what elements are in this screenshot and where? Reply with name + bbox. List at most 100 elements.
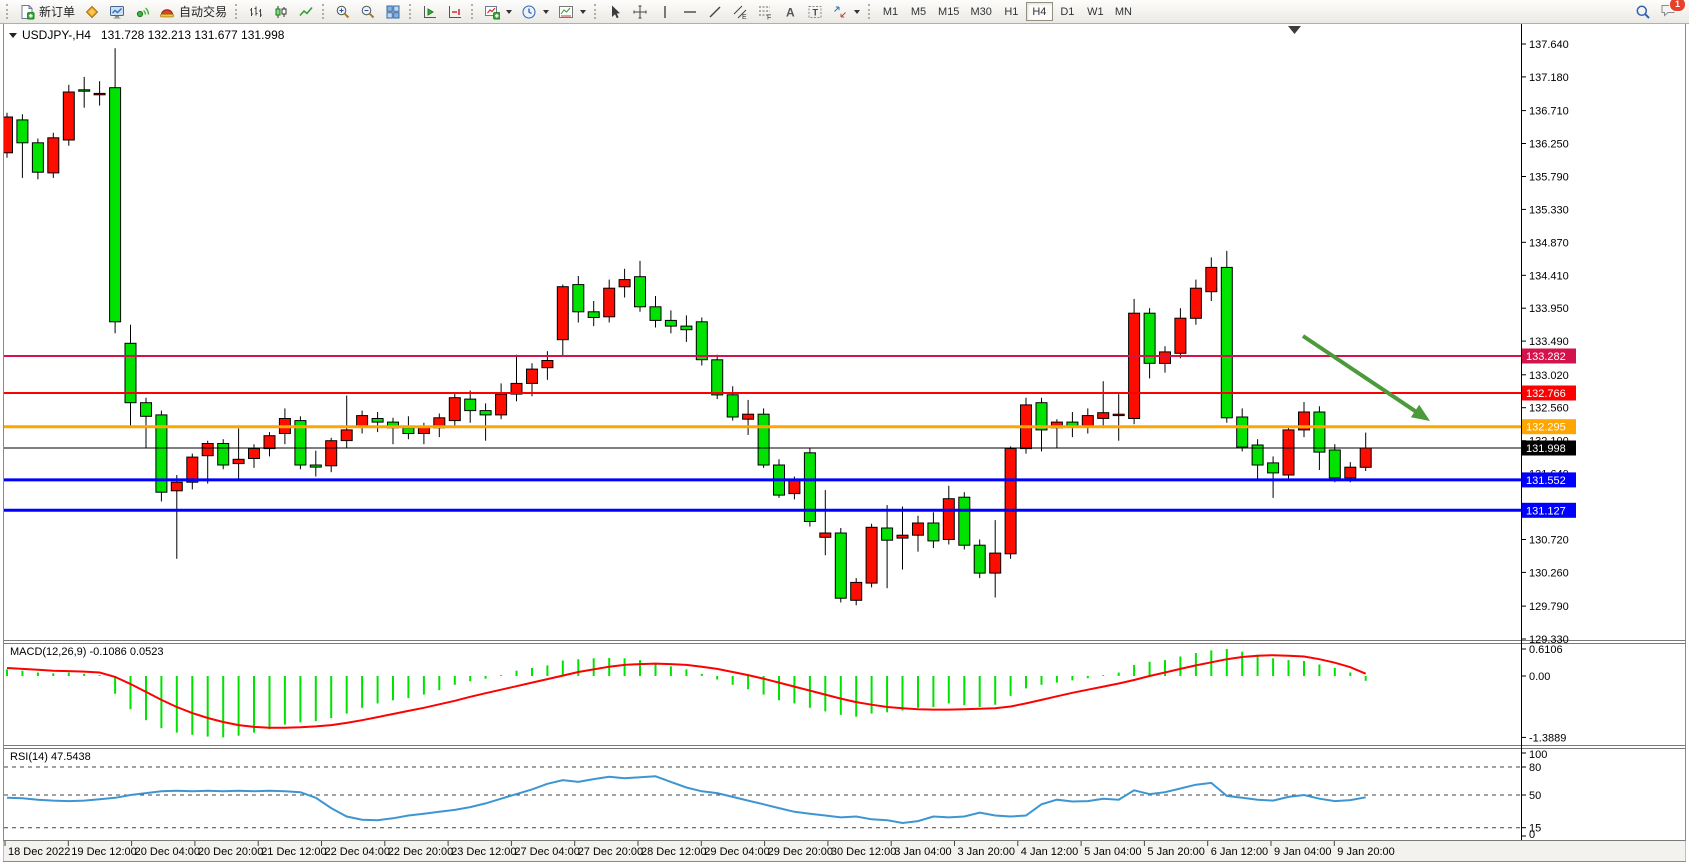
dropdown-caret-icon [543, 9, 550, 14]
timeframe-w1[interactable]: W1 [1082, 2, 1109, 21]
time-tick-label: 20 Dec 04:00 [135, 846, 200, 858]
timeframe-d1[interactable]: D1 [1054, 2, 1081, 21]
toolbar-drag-handle[interactable] [235, 4, 240, 19]
timeframe-mn[interactable]: MN [1110, 2, 1137, 21]
time-tick-label: 27 Dec 20:00 [578, 846, 643, 858]
price-tick-label: 134.870 [1529, 237, 1569, 249]
candlestick [1313, 411, 1326, 453]
candlestick [1159, 351, 1171, 364]
candlestick [695, 321, 708, 361]
rsi-line [6, 775, 1366, 825]
trendline-tool-button[interactable] [703, 2, 727, 22]
candlestick [1236, 416, 1249, 448]
candlestick [526, 368, 538, 384]
new-chart-button[interactable] [480, 2, 516, 22]
crosshair-tool-button[interactable] [628, 2, 652, 22]
text-label-tool-button[interactable]: T [803, 2, 827, 22]
cursor-tool-button[interactable] [603, 2, 627, 22]
dropdown-caret-icon [580, 9, 587, 14]
macd-pane[interactable]: 0.6106 0.00 -1.3889 [6, 644, 1566, 744]
one-click-trading-icon[interactable] [9, 32, 17, 38]
chart-type-bars-button[interactable] [244, 2, 268, 22]
arrow-annotation[interactable] [1301, 334, 1430, 421]
search-button[interactable] [1631, 2, 1655, 22]
toolbar-drag-handle[interactable] [322, 4, 327, 19]
price-axis[interactable]: 137.640 137.180 136.710 136.250 135.790 135.3… [1521, 39, 1576, 646]
chart-shift-button[interactable] [443, 2, 467, 22]
timeframe-m5[interactable]: M5 [905, 2, 932, 21]
toolbar-drag-handle[interactable] [409, 4, 414, 19]
periods-button[interactable] [517, 2, 553, 22]
macd-tick-label: -1.3889 [1529, 732, 1566, 744]
time-tick-label: 21 Dec 12:00 [261, 846, 326, 858]
notification-badge[interactable]: 1 [1669, 0, 1686, 12]
candlestick [1143, 312, 1156, 364]
price-level-badge [1522, 472, 1576, 488]
time-tick-label: 6 Jan 12:00 [1211, 846, 1269, 858]
gold-quotes-button[interactable] [80, 2, 104, 22]
chart-type-line-button[interactable] [294, 2, 318, 22]
price-tick-label: 137.640 [1529, 39, 1569, 51]
toolbar-drag-handle[interactable] [594, 4, 599, 19]
new-order-label: 新订单 [39, 5, 76, 19]
vertical-line-tool-button[interactable] [653, 2, 677, 22]
terminal-button[interactable] [105, 2, 129, 22]
dropdown-caret-icon [506, 9, 513, 14]
candlestick [248, 448, 260, 459]
arrow-head[interactable] [1410, 404, 1430, 421]
horizontal-line-tool-button[interactable] [678, 2, 702, 22]
signals-button[interactable] [130, 2, 154, 22]
candlestick [603, 287, 616, 318]
macd-indicator-label: MACD(12,26,9) -0.1086 0.0523 [10, 646, 164, 658]
timeframe-h1[interactable]: H1 [998, 2, 1025, 21]
timeframe-h4[interactable]: H4 [1025, 2, 1053, 21]
time-axis-strip[interactable] [3, 841, 1686, 861]
auto-scroll-button[interactable] [418, 2, 442, 22]
timeframe-m30[interactable]: M30 [965, 2, 996, 21]
zoom-in-button[interactable] [331, 2, 355, 22]
price-level-badge [1522, 502, 1576, 518]
candlestick [294, 420, 307, 466]
macd-tick-label: 0.00 [1529, 671, 1550, 683]
candlestick [263, 435, 276, 450]
price-level-badge-label: 131.127 [1526, 505, 1566, 517]
label-glyph: T [813, 7, 819, 17]
channel-glyph: E [742, 14, 747, 20]
autotrading-icon [160, 8, 175, 17]
timeframe-m1[interactable]: M1 [877, 2, 904, 21]
candlestick [1282, 429, 1295, 476]
candlestick [155, 414, 168, 493]
chart-shift-marker[interactable] [1288, 26, 1301, 34]
arrow-shaft[interactable] [1301, 334, 1422, 416]
channel-tool-button[interactable]: E [728, 2, 752, 22]
candlestick [1097, 412, 1110, 419]
toolbar-drag-handle[interactable] [6, 4, 11, 19]
rsi-tick-label: 0 [1529, 829, 1535, 841]
candlestick [340, 429, 353, 442]
toolbar-drag-handle[interactable] [868, 4, 873, 19]
time-tick-label: 5 Jan 20:00 [1147, 846, 1205, 858]
tile-windows-button[interactable] [381, 2, 405, 22]
templates-button[interactable] [554, 2, 590, 22]
zoom-out-button[interactable] [356, 2, 380, 22]
horizontal-lines-layer [4, 355, 1521, 512]
toolbar-drag-handle[interactable] [471, 4, 476, 19]
timeframe-m15[interactable]: M15 [933, 2, 964, 21]
new-order-button[interactable]: 新订单 [15, 2, 79, 22]
arrows-tool-button[interactable] [828, 2, 864, 22]
price-level-badge-label: 132.766 [1526, 388, 1566, 400]
candlestick [1298, 411, 1310, 431]
candles-layer [4, 48, 1372, 606]
candlestick [664, 319, 677, 327]
candlestick [201, 443, 214, 457]
fibonacci-tool-button[interactable]: F [753, 2, 777, 22]
pane-separators[interactable] [3, 640, 1686, 841]
autotrading-button[interactable]: 自动交易 [155, 2, 231, 22]
gold-diamond-icon [85, 5, 99, 18]
text-tool-button[interactable]: A [778, 2, 802, 22]
chart-type-candles-button[interactable] [269, 2, 293, 22]
chart-plot-area[interactable] [4, 24, 1521, 640]
